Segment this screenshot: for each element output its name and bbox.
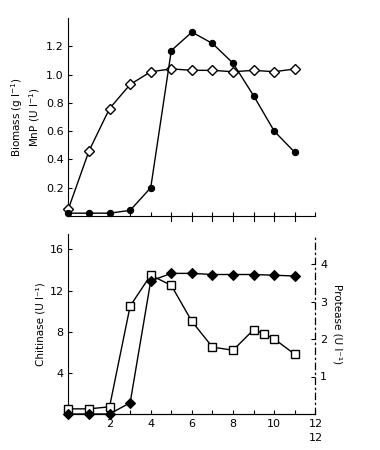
Y-axis label: Protease (U l⁻¹): Protease (U l⁻¹) (333, 284, 343, 364)
Text: 12: 12 (308, 432, 323, 442)
Y-axis label: Chitinase (U l⁻¹): Chitinase (U l⁻¹) (35, 282, 45, 366)
Y-axis label: Biomass (g l$^{-1}$)
MnP (U l$^{-1}$): Biomass (g l$^{-1}$) MnP (U l$^{-1}$) (9, 77, 42, 157)
